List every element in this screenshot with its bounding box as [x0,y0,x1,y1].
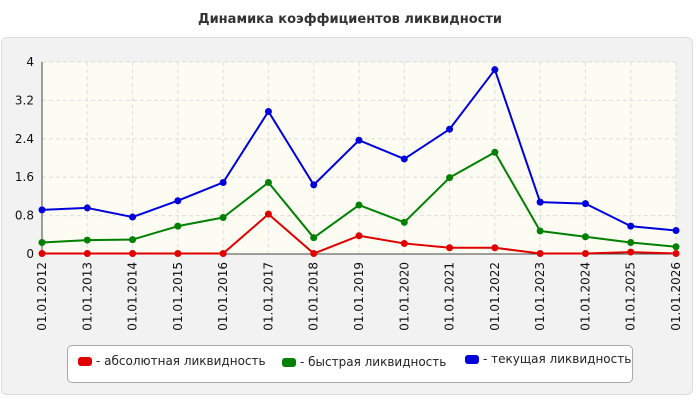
y-tick-label: 0.8 [15,209,34,223]
x-tick-label: 01.01.2024 [578,262,592,331]
y-tick-label: 1.6 [15,170,34,184]
data-point-1 [672,243,680,251]
data-point-1 [310,234,318,242]
data-point-2 [264,107,272,115]
legend-label-quick: - быстрая ликвидность [300,355,447,369]
data-point-0 [400,239,408,247]
x-tick-label: 01.01.2022 [488,262,502,331]
legend-item-absolute: - абсолютная ликвидность [78,354,266,368]
data-point-1 [83,236,91,244]
x-tick-label: 01.01.2018 [307,262,321,331]
x-tick-label: 01.01.2025 [624,262,638,331]
chart-title: Динамика коэффициентов ликвидности [198,12,502,27]
legend-item-quick: - быстрая ликвидность [282,355,446,369]
data-point-2 [491,66,499,74]
legend-item-current: - текущая ликвидность [465,352,631,366]
data-point-1 [264,178,272,186]
x-tick-label: 01.01.2017 [261,262,275,331]
x-tick-label: 01.01.2012 [35,262,49,331]
data-point-2 [581,200,589,208]
x-tick-label: 01.01.2016 [216,262,230,331]
data-point-0 [129,250,137,258]
data-point-1 [536,227,544,235]
data-point-2 [355,136,363,144]
x-tick-label: 01.01.2023 [533,262,547,331]
data-point-0 [174,250,182,258]
x-tick-label: 01.01.2015 [171,262,185,331]
legend-label-current: - текущая ликвидность [483,352,632,366]
data-point-2 [446,125,454,133]
x-tick-label: 01.01.2020 [397,262,411,331]
data-point-2 [38,206,46,214]
data-point-2 [627,222,635,230]
data-point-1 [627,238,635,246]
legend-swatch-absolute [78,356,92,366]
data-point-2 [536,198,544,206]
data-point-0 [536,250,544,258]
data-point-2 [219,178,227,186]
y-tick-label: 2.4 [15,132,34,146]
data-point-1 [581,233,589,241]
x-tick-label: 01.01.2014 [126,262,140,331]
data-point-1 [446,174,454,182]
data-point-0 [219,250,227,258]
data-point-1 [355,201,363,209]
y-tick-label: 0 [26,247,34,261]
data-point-0 [38,250,46,258]
data-point-2 [129,213,137,221]
data-point-2 [310,181,318,189]
data-point-0 [581,250,589,258]
y-tick-label: 3.2 [15,93,34,107]
data-point-1 [38,238,46,246]
data-point-1 [400,218,408,226]
data-point-0 [264,210,272,218]
y-tick-label: 4 [26,55,34,69]
x-tick-label: 01.01.2019 [352,262,366,331]
legend-swatch-quick [282,357,296,367]
data-point-1 [219,214,227,222]
legend-label-absolute: - абсолютная ликвидность [96,354,266,368]
data-point-2 [83,204,91,212]
data-point-0 [446,244,454,252]
data-point-2 [672,226,680,234]
data-point-2 [174,197,182,205]
data-point-1 [129,236,137,244]
data-point-0 [83,250,91,258]
legend: - абсолютная ликвидность - быстрая ликви… [67,345,633,383]
data-point-0 [491,244,499,252]
data-point-1 [491,148,499,156]
data-point-0 [627,248,635,256]
x-tick-label: 01.01.2021 [443,262,457,331]
legend-swatch-current [465,354,479,364]
data-point-2 [400,155,408,163]
data-point-0 [355,232,363,240]
data-point-1 [174,222,182,230]
x-tick-label: 01.01.2013 [80,262,94,331]
data-point-0 [310,250,318,258]
x-tick-label: 01.01.2026 [669,262,683,331]
data-point-0 [672,250,680,258]
